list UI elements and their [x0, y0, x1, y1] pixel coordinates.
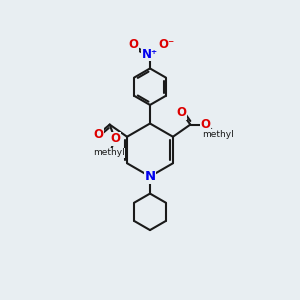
Text: O: O: [201, 118, 211, 131]
Text: O⁻: O⁻: [158, 38, 175, 51]
Text: O: O: [110, 133, 120, 146]
Text: O: O: [128, 38, 139, 51]
Text: methyl: methyl: [202, 130, 234, 139]
Text: methyl: methyl: [93, 148, 125, 157]
Text: O: O: [177, 106, 187, 119]
Text: N⁺: N⁺: [142, 48, 158, 61]
Text: N: N: [144, 170, 156, 183]
Text: O: O: [93, 128, 103, 141]
